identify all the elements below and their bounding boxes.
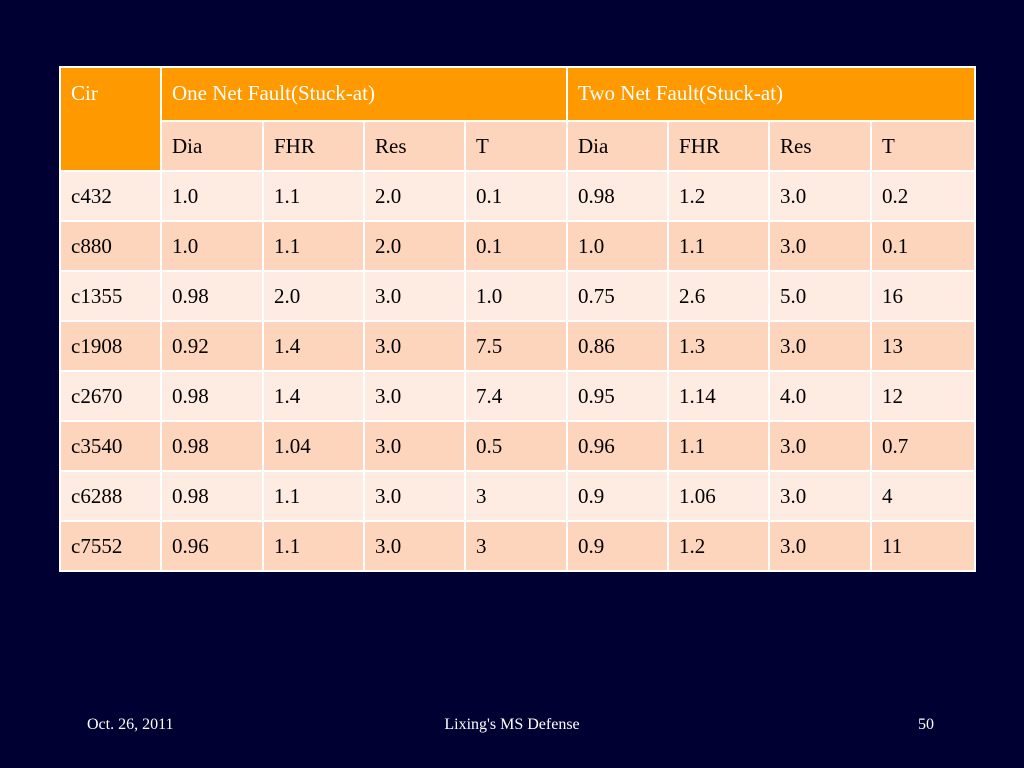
footer-page-number: 50 xyxy=(918,716,934,733)
cell-circuit: c6288 xyxy=(59,470,162,522)
table-row: c6288 0.98 1.1 3.0 3 0.9 1.06 3.0 4 xyxy=(59,470,977,522)
table-row: c432 1.0 1.1 2.0 0.1 0.98 1.2 3.0 0.2 xyxy=(59,170,977,222)
cell-value: 1.0 xyxy=(463,270,569,322)
cell-value: 3 xyxy=(463,470,569,522)
table-header-row: Cir One Net Fault(Stuck-at) Two Net Faul… xyxy=(59,66,977,172)
cell-value: 16 xyxy=(870,270,977,322)
subheader-fhr: FHR xyxy=(262,120,365,172)
results-table: Cir One Net Fault(Stuck-at) Two Net Faul… xyxy=(59,66,977,572)
cell-value: 1.0 xyxy=(566,220,670,272)
cell-value: 3 xyxy=(463,520,569,572)
cell-value: 11 xyxy=(870,520,977,572)
cell-value: 1.0 xyxy=(160,170,264,222)
subheader-fhr: FHR xyxy=(667,120,771,172)
cell-value: 3.0 xyxy=(768,320,873,372)
cell-circuit: c1355 xyxy=(59,270,162,322)
subheader-res: Res xyxy=(363,120,466,172)
cell-value: 3.0 xyxy=(768,420,873,472)
cell-value: 0.98 xyxy=(160,470,264,522)
cell-value: 1.1 xyxy=(667,420,771,472)
cell-value: 2.6 xyxy=(667,270,771,322)
cell-circuit: c2670 xyxy=(59,370,162,422)
cell-value: 3.0 xyxy=(363,470,466,522)
cell-value: 2.0 xyxy=(363,220,466,272)
cell-value: 1.2 xyxy=(667,520,771,572)
table-row: c1355 0.98 2.0 3.0 1.0 0.75 2.6 5.0 16 xyxy=(59,270,977,322)
cell-value: 7.5 xyxy=(463,320,569,372)
cell-value: 0.98 xyxy=(160,370,264,422)
cell-value: 0.2 xyxy=(870,170,977,222)
table-row: c7552 0.96 1.1 3.0 3 0.9 1.2 3.0 11 xyxy=(59,520,977,572)
cell-value: 0.1 xyxy=(870,220,977,272)
cell-circuit: c432 xyxy=(59,170,162,222)
cell-value: 0.95 xyxy=(566,370,670,422)
cell-value: 0.9 xyxy=(566,520,670,572)
cell-value: 3.0 xyxy=(768,520,873,572)
subheader-t: T xyxy=(463,120,569,172)
cell-value: 0.86 xyxy=(566,320,670,372)
cell-value: 5.0 xyxy=(768,270,873,322)
cell-value: 7.4 xyxy=(463,370,569,422)
cell-value: 12 xyxy=(870,370,977,422)
cell-value: 3.0 xyxy=(363,320,466,372)
cell-value: 0.96 xyxy=(160,520,264,572)
cell-value: 1.1 xyxy=(262,470,365,522)
cell-value: 0.92 xyxy=(160,320,264,372)
cell-value: 1.2 xyxy=(667,170,771,222)
table-row: c3540 0.98 1.04 3.0 0.5 0.96 1.1 3.0 0.7 xyxy=(59,420,977,472)
subheader-dia: Dia xyxy=(566,120,670,172)
cell-value: 0.9 xyxy=(566,470,670,522)
cell-value: 2.0 xyxy=(262,270,365,322)
header-one-net-fault: One Net Fault(Stuck-at) xyxy=(159,66,569,122)
cell-value: 13 xyxy=(870,320,977,372)
subheader-res: Res xyxy=(768,120,873,172)
cell-value: 4 xyxy=(870,470,977,522)
cell-value: 0.98 xyxy=(160,270,264,322)
cell-value: 0.96 xyxy=(566,420,670,472)
cell-value: 1.1 xyxy=(262,170,365,222)
header-cir: Cir xyxy=(59,66,162,172)
subheader-t: T xyxy=(870,120,977,172)
cell-value: 1.1 xyxy=(667,220,771,272)
cell-value: 3.0 xyxy=(768,220,873,272)
cell-value: 2.0 xyxy=(363,170,466,222)
table-row: c1908 0.92 1.4 3.0 7.5 0.86 1.3 3.0 13 xyxy=(59,320,977,372)
cell-value: 0.75 xyxy=(566,270,670,322)
cell-value: 3.0 xyxy=(363,520,466,572)
cell-value: 3.0 xyxy=(363,270,466,322)
table-row: c880 1.0 1.1 2.0 0.1 1.0 1.1 3.0 0.1 xyxy=(59,220,977,272)
cell-circuit: c3540 xyxy=(59,420,162,472)
footer-date: Oct. 26, 2011 xyxy=(87,716,174,733)
cell-circuit: c1908 xyxy=(59,320,162,372)
cell-circuit: c7552 xyxy=(59,520,162,572)
cell-value: 0.98 xyxy=(566,170,670,222)
cell-value: 4.0 xyxy=(768,370,873,422)
cell-value: 0.98 xyxy=(160,420,264,472)
cell-value: 0.7 xyxy=(870,420,977,472)
cell-value: 1.0 xyxy=(160,220,264,272)
footer-title: Lixing's MS Defense xyxy=(444,716,580,733)
cell-value: 0.1 xyxy=(463,220,569,272)
subheader-dia: Dia xyxy=(160,120,264,172)
cell-value: 1.1 xyxy=(262,220,365,272)
cell-value: 3.0 xyxy=(363,370,466,422)
cell-value: 1.04 xyxy=(262,420,365,472)
cell-value: 3.0 xyxy=(363,420,466,472)
cell-value: 1.4 xyxy=(262,370,365,422)
header-two-net-fault: Two Net Fault(Stuck-at) xyxy=(566,66,977,122)
cell-value: 1.14 xyxy=(667,370,771,422)
cell-value: 3.0 xyxy=(768,470,873,522)
cell-value: 0.5 xyxy=(463,420,569,472)
table-subheader-row: Dia FHR Res T Dia FHR Res T xyxy=(60,120,977,172)
table-row: c2670 0.98 1.4 3.0 7.4 0.95 1.14 4.0 12 xyxy=(59,370,977,422)
cell-value: 3.0 xyxy=(768,170,873,222)
cell-value: 1.3 xyxy=(667,320,771,372)
cell-value: 1.1 xyxy=(262,520,365,572)
cell-value: 0.1 xyxy=(463,170,569,222)
cell-circuit: c880 xyxy=(59,220,162,272)
cell-value: 1.06 xyxy=(667,470,771,522)
cell-value: 1.4 xyxy=(262,320,365,372)
